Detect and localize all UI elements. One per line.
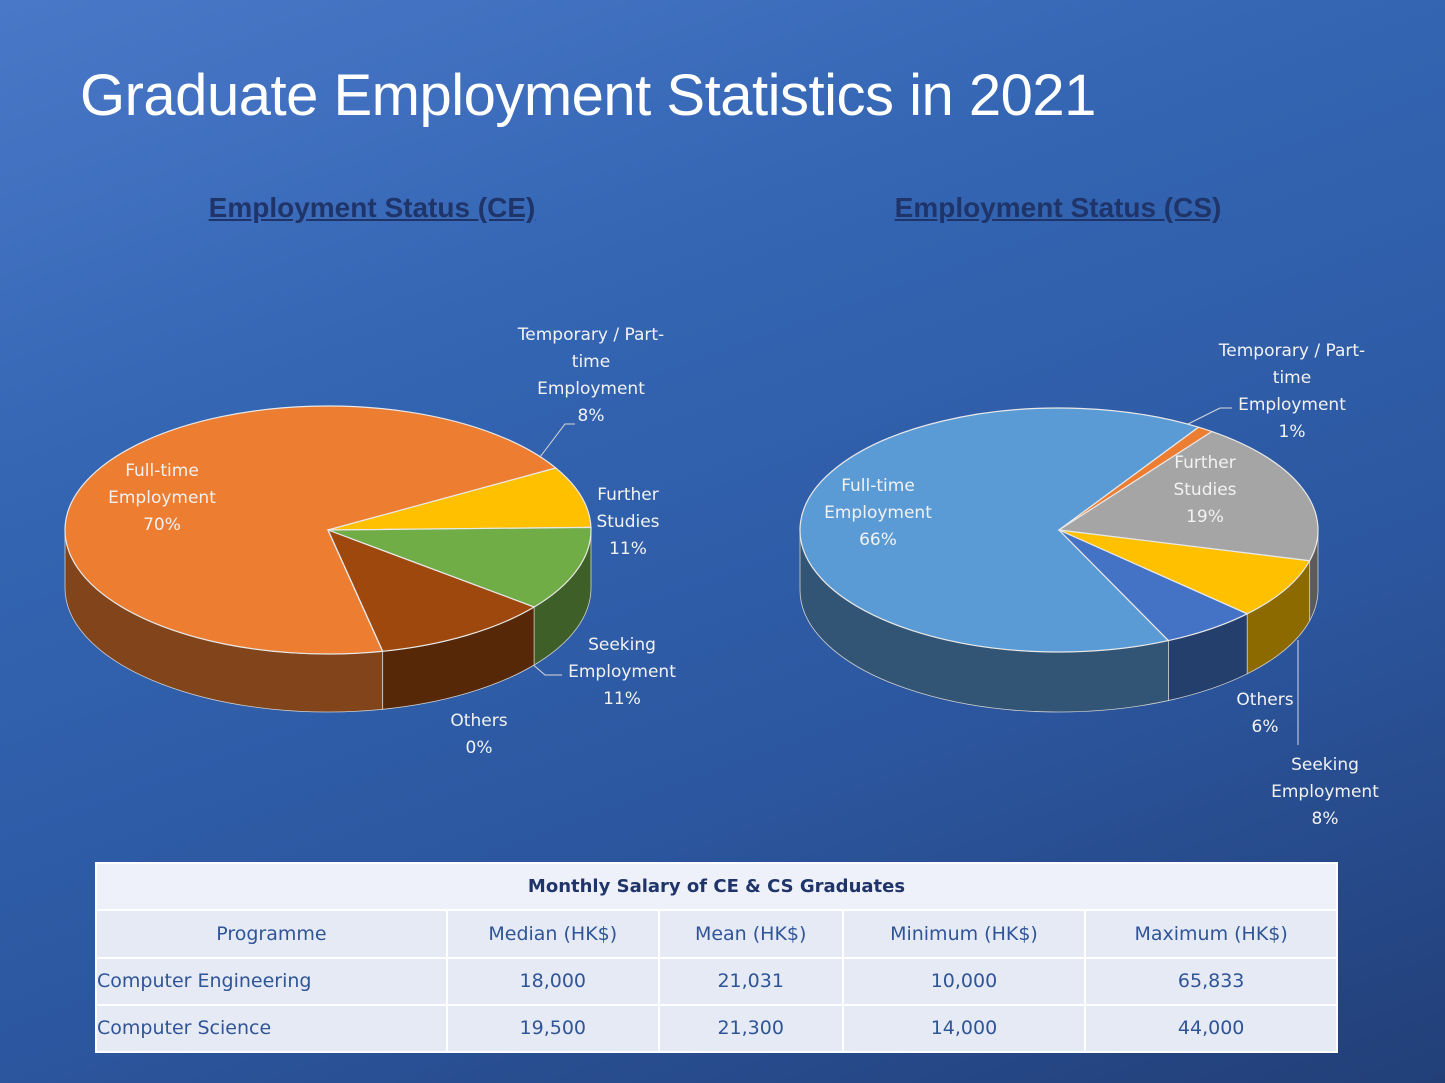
slice-top [1057, 430, 1319, 562]
data-label: Others 6% [1225, 687, 1305, 741]
slice-top [327, 526, 592, 608]
table-cell: 65,833 [1084, 956, 1338, 1006]
slice-top [64, 405, 558, 655]
slice-top [1058, 529, 1311, 615]
pie-slice [64, 405, 558, 713]
table-row: Computer Engineering 18,000 21,031 10,000 65… [95, 956, 1338, 1006]
table-cell: Minimum (HK$) [841, 909, 1087, 959]
table-cell: 21,300 [657, 1003, 844, 1054]
pie-slice [326, 528, 536, 710]
label-value: 8% [1311, 809, 1339, 829]
label-category: Further Studies [1173, 453, 1237, 500]
label-category: Further Studies [596, 485, 660, 532]
slice-top [1058, 529, 1249, 642]
table-cell: 18,000 [445, 956, 660, 1006]
table-cell: Mean (HK$) [657, 909, 844, 959]
slide-title: Graduate Employment Statistics in 2021 [80, 63, 1096, 128]
slice-top [327, 529, 384, 652]
label-value: 6% [1251, 717, 1279, 737]
table-cell: Maximum (HK$) [1084, 909, 1338, 959]
table-cell: Computer Science [95, 1003, 448, 1054]
label-category: Full-time Employment [824, 476, 932, 523]
data-label: Others 0% [439, 708, 519, 762]
label-category: Temporary / Part-time Employment [517, 325, 665, 399]
table-cell: 14,000 [841, 1003, 1087, 1054]
chart-title: Employment Status (CS) [894, 192, 1222, 223]
pie-slice [799, 407, 1200, 713]
label-category: Temporary / Part-time Employment [1218, 341, 1366, 415]
label-value: 0% [465, 738, 493, 758]
table-cell: Programme [95, 909, 448, 959]
table-cell: 10,000 [841, 956, 1087, 1006]
leader-line [529, 661, 562, 676]
label-category: Full-time Employment [108, 461, 216, 508]
chart-title: Employment Status (CE) [208, 192, 536, 223]
label-category: Seeking Employment [1271, 755, 1379, 802]
data-label: Full-time Employment 66% [808, 473, 948, 554]
leader-line [539, 423, 575, 458]
table-header-row: Programme Median (HK$) Mean (HK$) Minimum (… [95, 909, 1338, 959]
label-category: Others [450, 711, 508, 731]
pie-slice [327, 529, 384, 652]
table-cell: Monthly Salary of CE & CS Graduates [95, 861, 1338, 912]
label-category: Others [1236, 690, 1294, 710]
table-title-row: Monthly Salary of CE & CS Graduates [95, 861, 1338, 912]
pie-slice [1057, 430, 1319, 621]
data-label: Temporary / Part-time Employment 1% [1217, 338, 1367, 446]
slice-top [799, 407, 1200, 653]
label-value: 66% [859, 530, 897, 550]
label-value: 19% [1186, 507, 1224, 527]
table-cell: Median (HK$) [445, 909, 660, 959]
slice-top [326, 528, 536, 652]
data-label: Temporary / Part-time Employment 8% [516, 322, 666, 430]
data-label: Further Studies 11% [583, 482, 673, 563]
label-value: 8% [577, 406, 605, 426]
data-label: Further Studies 19% [1160, 450, 1250, 531]
label-category: Seeking Employment [568, 635, 676, 682]
data-label: Seeking Employment 8% [1260, 752, 1390, 833]
salary-table: Monthly Salary of CE & CS Graduates Progr… [95, 861, 1338, 1054]
label-value: 11% [609, 539, 647, 559]
table-row: Computer Science 19,500 21,300 14,000 44,000 [95, 1003, 1338, 1054]
slice-top [327, 467, 592, 531]
table-cell: 44,000 [1084, 1003, 1338, 1054]
pie-slice [1058, 529, 1249, 702]
label-value: 70% [143, 515, 181, 535]
label-value: 11% [603, 689, 641, 709]
leader-lines [529, 407, 1299, 745]
label-value: 1% [1278, 422, 1306, 442]
pie-slice [327, 467, 592, 531]
data-label: Seeking Employment 11% [557, 632, 687, 713]
pie-slice [327, 526, 592, 666]
data-label: Full-time Employment 70% [92, 458, 232, 539]
table-cell: Computer Engineering [95, 956, 448, 1006]
table-cell: 19,500 [445, 1003, 660, 1054]
table-cell: 21,031 [657, 956, 844, 1006]
leader-line [1187, 407, 1232, 425]
